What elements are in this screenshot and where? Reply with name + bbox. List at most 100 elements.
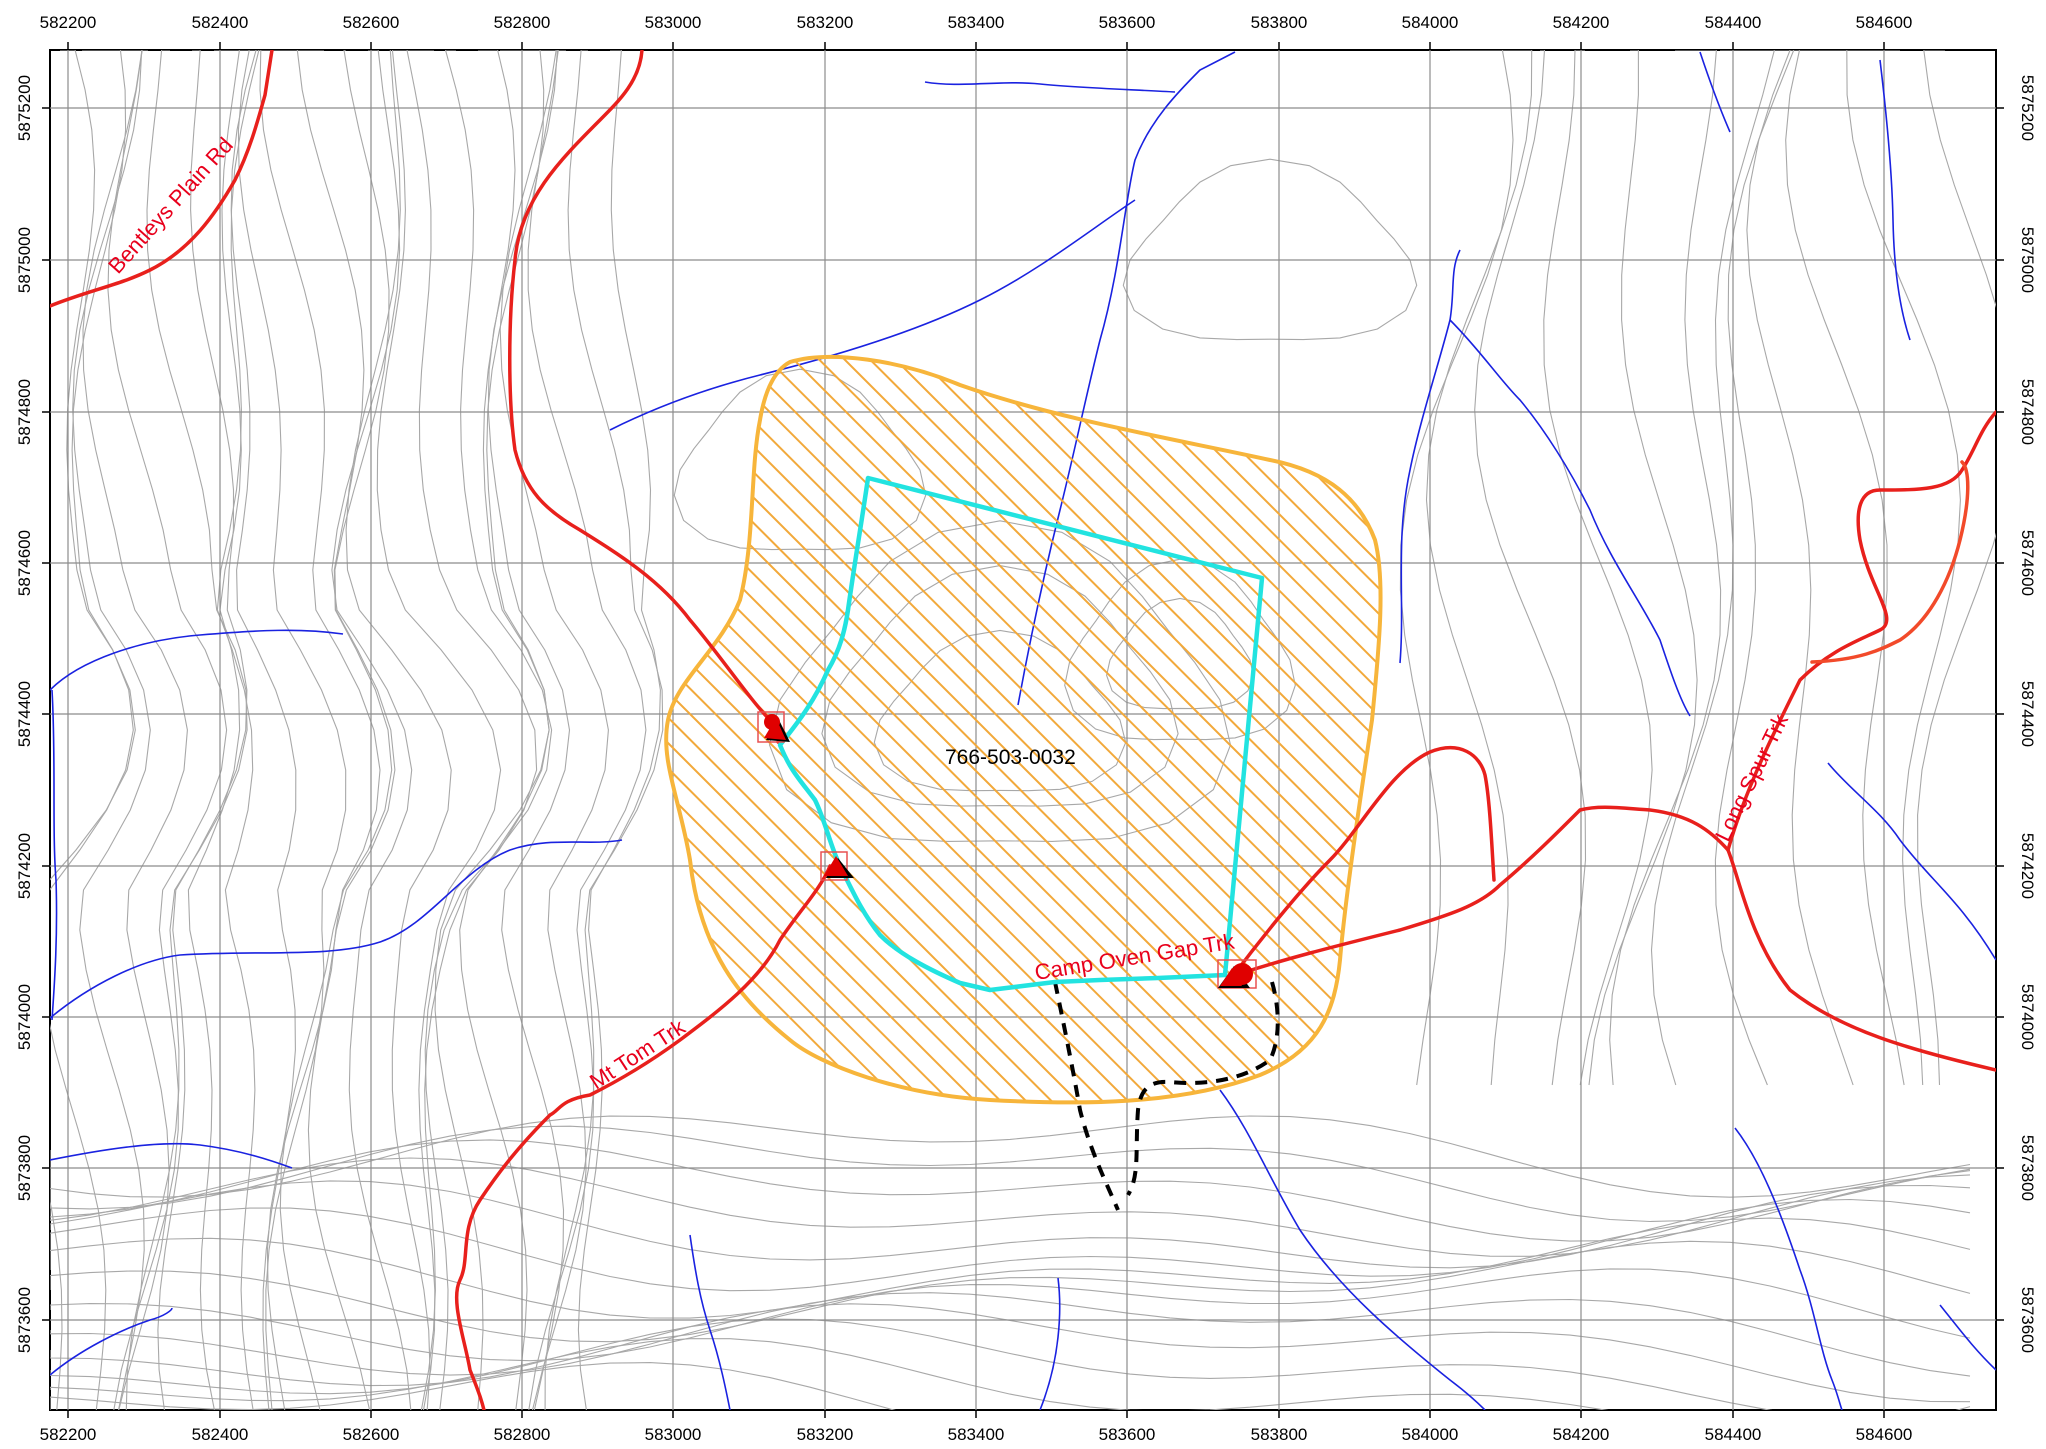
contour-line [82, 50, 188, 1410]
easting-tick-label: 584200 [1553, 1425, 1610, 1444]
easting-tick-label: 584000 [1402, 1425, 1459, 1444]
contour-line [50, 1157, 1971, 1257]
road-mt-tom-trk [454, 864, 832, 1410]
road-long-spur-loop [1810, 460, 1970, 664]
northing-tick-label: 5875200 [2018, 75, 2037, 141]
stream [50, 839, 623, 1019]
northing-tick-label: 5874200 [15, 833, 34, 899]
contour-line [527, 50, 647, 1410]
easting-tick-label: 582800 [494, 13, 551, 32]
northing-tick-label: 5875200 [15, 75, 34, 141]
contour-line [406, 50, 538, 1410]
contour-line [50, 1362, 1971, 1410]
northing-tick-label: 5873800 [15, 1135, 34, 1201]
stream [1219, 1089, 1486, 1410]
northing-tick-label: 5875000 [15, 227, 34, 293]
walking-track [1053, 981, 1280, 1211]
contour-line [1588, 50, 1698, 1086]
easting-ticks-top: 582200 582400 582600 582800 583000 583200 5834… [40, 13, 1913, 50]
easting-tick-label: 583800 [1251, 13, 1308, 32]
northing-tick-label: 5874800 [2018, 379, 2037, 445]
stream [1399, 249, 1461, 664]
easting-tick-label: 584400 [1705, 13, 1762, 32]
northing-tick-label: 5874400 [2018, 681, 2037, 747]
contour-line [499, 50, 609, 1410]
contour-line [50, 1217, 1971, 1319]
easting-tick-label: 583400 [948, 1425, 1005, 1444]
contour-line [72, 50, 151, 1410]
northing-tick-label: 5874000 [2018, 984, 2037, 1050]
easting-tick-label: 584600 [1856, 13, 1913, 32]
stream [50, 629, 344, 691]
contour-line [107, 50, 228, 1410]
contour-line [50, 1338, 1609, 1410]
contour-line [345, 50, 452, 1410]
stream [1734, 1127, 1843, 1410]
contour-line [50, 1115, 1971, 1198]
contour-line [331, 50, 413, 1410]
stream [609, 199, 1136, 431]
parcel-id-label: 766-503-0032 [945, 746, 1076, 769]
northing-ticks-right: 5875200 5875000 5874800 5874600 5874400 58742… [1996, 75, 2037, 1353]
contour-line [1785, 50, 1905, 1086]
easting-tick-label: 583400 [948, 13, 1005, 32]
road-camp-oven-branch [1231, 746, 1496, 978]
contour-line [1609, 50, 1722, 1086]
contour-line [187, 50, 242, 1410]
road-long-spur-north [1726, 410, 1996, 852]
easting-tick-label: 582200 [40, 13, 97, 32]
contour-line [50, 1139, 1971, 1242]
contour-line [50, 1180, 1971, 1269]
easting-tick-label: 584600 [1856, 1425, 1913, 1444]
contour-line [237, 50, 347, 1410]
northing-tick-label: 5873800 [2018, 1135, 2037, 1201]
easting-tick-label: 583000 [645, 1425, 702, 1444]
stream [1039, 1277, 1061, 1410]
stream [51, 689, 58, 1021]
contour-line [230, 50, 297, 1410]
easting-tick-label: 583800 [1251, 1425, 1308, 1444]
contour-line [50, 1292, 1971, 1377]
parcel-boundary [777, 475, 1265, 993]
stream [1449, 319, 1691, 717]
contour-line [50, 1268, 1971, 1362]
northing-tick-label: 5874400 [15, 681, 34, 747]
stream [50, 1142, 293, 1169]
buffer-zone [664, 354, 1383, 1105]
northing-tick-label: 5874200 [2018, 833, 2037, 899]
northing-tick-label: 5873600 [2018, 1287, 2037, 1353]
triangle-marker-icon[interactable] [820, 851, 854, 881]
easting-tick-label: 582200 [40, 1425, 97, 1444]
easting-tick-label: 584000 [1402, 13, 1459, 32]
contour-line [50, 50, 136, 1410]
stream [689, 1234, 731, 1410]
easting-ticks-bottom: 582200 582400 582600 582800 583000 583200 5834… [40, 1410, 1913, 1444]
northing-tick-label: 5875000 [2018, 227, 2037, 293]
easting-tick-label: 582400 [192, 1425, 249, 1444]
triangle-marker-icon[interactable] [757, 711, 790, 743]
site-markers [757, 711, 1257, 989]
contour-line [1714, 50, 1795, 1086]
contour-line [1746, 50, 1854, 1086]
easting-tick-label: 582800 [494, 1425, 551, 1444]
easting-tick-label: 583000 [645, 13, 702, 32]
contour-line [376, 50, 502, 1410]
streams [50, 51, 1996, 1410]
contour-line [1543, 50, 1653, 1086]
northing-ticks-left: 5875200 5875000 5874800 5874600 5874400 58742… [15, 75, 50, 1353]
contour-line [577, 50, 661, 1410]
contour-line [50, 1303, 1971, 1403]
contour-line [50, 1318, 1773, 1410]
contour-line [157, 50, 248, 1410]
contour-line [544, 50, 664, 1410]
easting-tick-label: 583200 [797, 1425, 854, 1444]
stream [1827, 762, 1996, 961]
contour-line [259, 50, 381, 1410]
stream [1879, 59, 1911, 341]
circle-marker-icon[interactable] [1217, 959, 1257, 989]
road-long-spur [1726, 848, 1996, 1072]
easting-tick-label: 582600 [343, 13, 400, 32]
easting-tick-label: 583600 [1099, 13, 1156, 32]
northing-tick-label: 5874600 [15, 530, 34, 596]
